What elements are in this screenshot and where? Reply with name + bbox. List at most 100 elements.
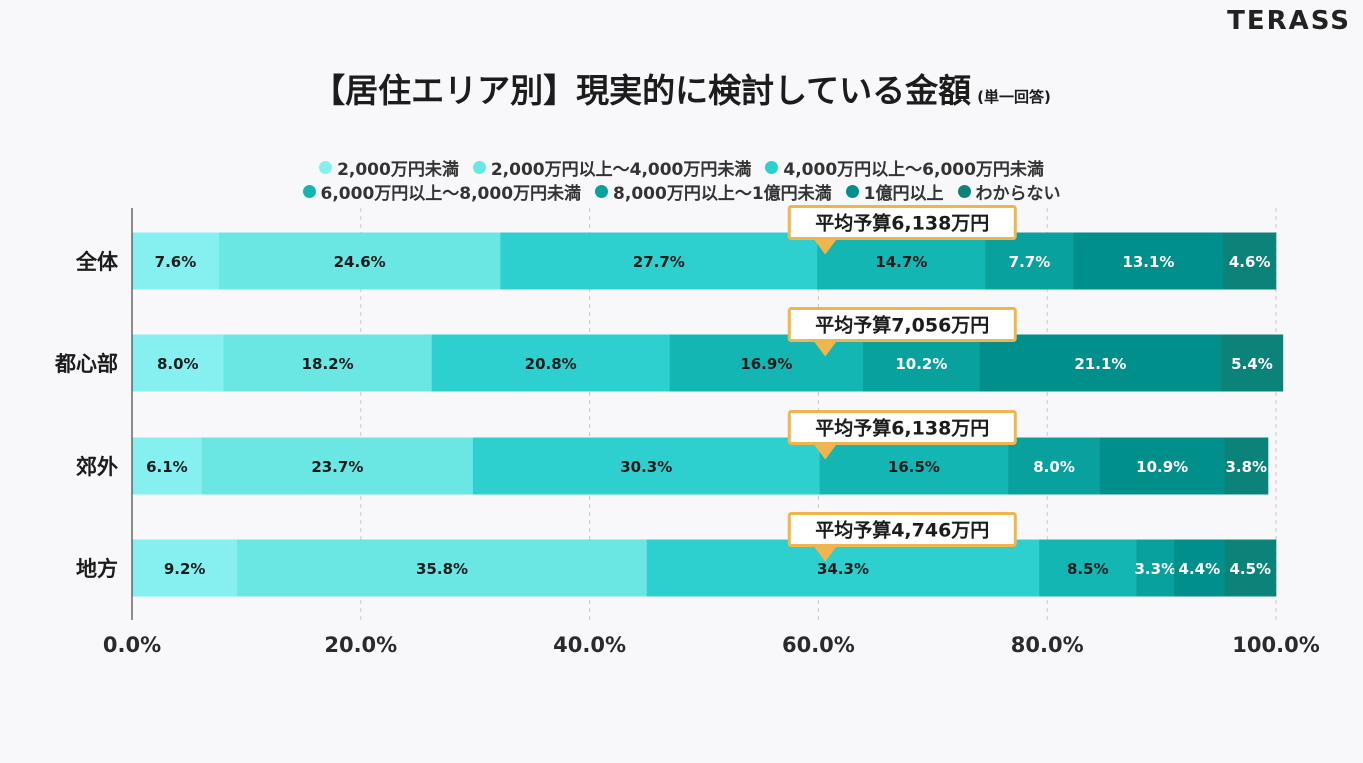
- bar-segment: [1073, 232, 1224, 290]
- callout-box: [787, 410, 1017, 445]
- bar-segment: [237, 539, 648, 597]
- legend-label: 6,000万円以上～8,000万円未満: [320, 184, 582, 204]
- data-label: 8.0%: [157, 355, 199, 373]
- bar-segment: [500, 232, 818, 290]
- average-callout: 平均予算6,138万円: [787, 205, 1017, 255]
- data-label: 14.7%: [875, 253, 927, 271]
- category-label: 都心部: [54, 352, 118, 376]
- average-callout: 平均予算4,746万円: [787, 512, 1017, 562]
- data-label: 4.5%: [1229, 560, 1271, 578]
- callout-box: [787, 307, 1017, 342]
- bar-row: 8.0% 18.2% 20.8% 16.9% 10.2% 21.1% 5.4%: [132, 334, 1284, 392]
- chart-title-block: 【居住エリア別】現実的に検討している金額 (単一回答): [0, 64, 1363, 112]
- data-label: 16.5%: [888, 458, 940, 476]
- data-label: 7.6%: [155, 253, 197, 271]
- x-tick-label: 100.0%: [1232, 633, 1319, 657]
- data-label: 35.8%: [416, 560, 468, 578]
- legend-item: 2,000万円以上～4,000万円未満: [472, 155, 751, 180]
- bar-segment: [472, 437, 820, 495]
- bar-row: 7.6% 24.6% 27.7% 14.7% 7.7% 13.1% 4.6%: [132, 232, 1277, 290]
- bar-segment: [201, 437, 474, 495]
- legend-item: 4,000万円以上～6,000万円未満: [765, 155, 1044, 180]
- legend-row-2: 6,000万円以上～8,000万円未満 8,000万円以上～1億円未満 1億円以…: [0, 179, 1363, 204]
- bar-segment: [223, 334, 433, 392]
- data-label: 3.3%: [1135, 560, 1177, 578]
- legend-item: 1億円以上: [845, 179, 944, 204]
- bar-row: 9.2% 35.8% 34.3% 8.5% 3.3% 4.4% 4.5%: [132, 539, 1277, 597]
- legend-swatch: [765, 161, 779, 174]
- bar-segment: [1224, 437, 1269, 495]
- bar-segment: [132, 334, 224, 392]
- data-label: 8.0%: [1033, 458, 1075, 476]
- callout-text: 平均予算7,056万円: [815, 314, 989, 337]
- bar-segment: [1008, 437, 1101, 495]
- callout-pointer: [813, 238, 838, 255]
- data-label: 7.7%: [1009, 253, 1051, 271]
- data-label: 23.7%: [311, 458, 363, 476]
- bar-segment: [985, 232, 1074, 290]
- data-label: 10.2%: [895, 355, 947, 373]
- x-tick-label: 20.0%: [324, 633, 397, 657]
- bar-segment: [431, 334, 670, 392]
- x-tick-label: 80.0%: [1011, 633, 1084, 657]
- data-label: 4.4%: [1179, 560, 1221, 578]
- brand-logo: TERASS: [1227, 6, 1351, 36]
- data-label: 6.1%: [146, 458, 188, 476]
- bar-segment: [1221, 334, 1284, 392]
- data-label: 10.9%: [1136, 458, 1188, 476]
- legend-label: わからない: [975, 184, 1061, 204]
- callout-pointer: [813, 443, 838, 460]
- legend-swatch: [845, 185, 859, 198]
- legend-label: 4,000万円以上～6,000万円未満: [783, 160, 1044, 180]
- bar-segment: [218, 232, 501, 290]
- data-label: 4.6%: [1229, 253, 1271, 271]
- bar-segment: [979, 334, 1222, 392]
- data-label: 9.2%: [164, 560, 206, 578]
- callout-text: 平均予算6,138万円: [815, 417, 989, 440]
- callout-pointer: [813, 545, 838, 562]
- legend-label: 8,000万円以上～1億円未満: [613, 184, 832, 204]
- bar-segment: [132, 539, 238, 597]
- legend-swatch: [302, 185, 316, 198]
- category-label: 全体: [75, 250, 119, 274]
- category-label: 郊外: [76, 455, 118, 479]
- data-label: 18.2%: [302, 355, 354, 373]
- bar-segment: [817, 232, 986, 290]
- callout-box: [787, 205, 1017, 240]
- bar-segment: [1136, 539, 1175, 597]
- legend-swatch: [595, 185, 609, 198]
- callout-pointer: [813, 340, 838, 357]
- bar-segment: [1039, 539, 1137, 597]
- bar-segment: [1099, 437, 1225, 495]
- legend-label: 1億円以上: [863, 184, 944, 204]
- chart-title: 【居住エリア別】現実的に検討している金額: [312, 71, 972, 110]
- x-tick-label: 0.0%: [103, 633, 161, 657]
- legend-row-1: 2,000万円未満 2,000万円以上～4,000万円未満 4,000万円以上～…: [0, 155, 1363, 180]
- callout-text: 平均予算4,746万円: [815, 519, 989, 542]
- data-label: 3.8%: [1225, 458, 1267, 476]
- average-callout: 平均予算6,138万円: [787, 410, 1017, 460]
- bar-segment: [1174, 539, 1225, 597]
- x-tick-label: 40.0%: [553, 633, 626, 657]
- data-label: 8.5%: [1067, 560, 1109, 578]
- callout-text: 平均予算6,138万円: [815, 212, 989, 235]
- data-label: 27.7%: [633, 253, 685, 271]
- legend-swatch: [957, 185, 971, 198]
- data-label: 34.3%: [817, 560, 869, 578]
- bar-segment: [646, 539, 1040, 597]
- bar-segment: [1223, 232, 1277, 290]
- bar-row: 6.1% 23.7% 30.3% 16.5% 8.0% 10.9% 3.8%: [132, 437, 1269, 495]
- bar-segment: [819, 437, 1009, 495]
- data-label: 20.8%: [525, 355, 577, 373]
- legend-swatch: [319, 161, 333, 174]
- legend-swatch: [472, 161, 486, 174]
- bar-segment: [132, 437, 203, 495]
- bar-segment: [863, 334, 981, 392]
- data-label: 21.1%: [1074, 355, 1126, 373]
- legend-label: 2,000万円未満: [337, 160, 459, 180]
- callout-box: [787, 512, 1017, 547]
- legend-item: 2,000万円未満: [319, 155, 459, 180]
- data-label: 24.6%: [334, 253, 386, 271]
- bar-segment: [1224, 539, 1277, 597]
